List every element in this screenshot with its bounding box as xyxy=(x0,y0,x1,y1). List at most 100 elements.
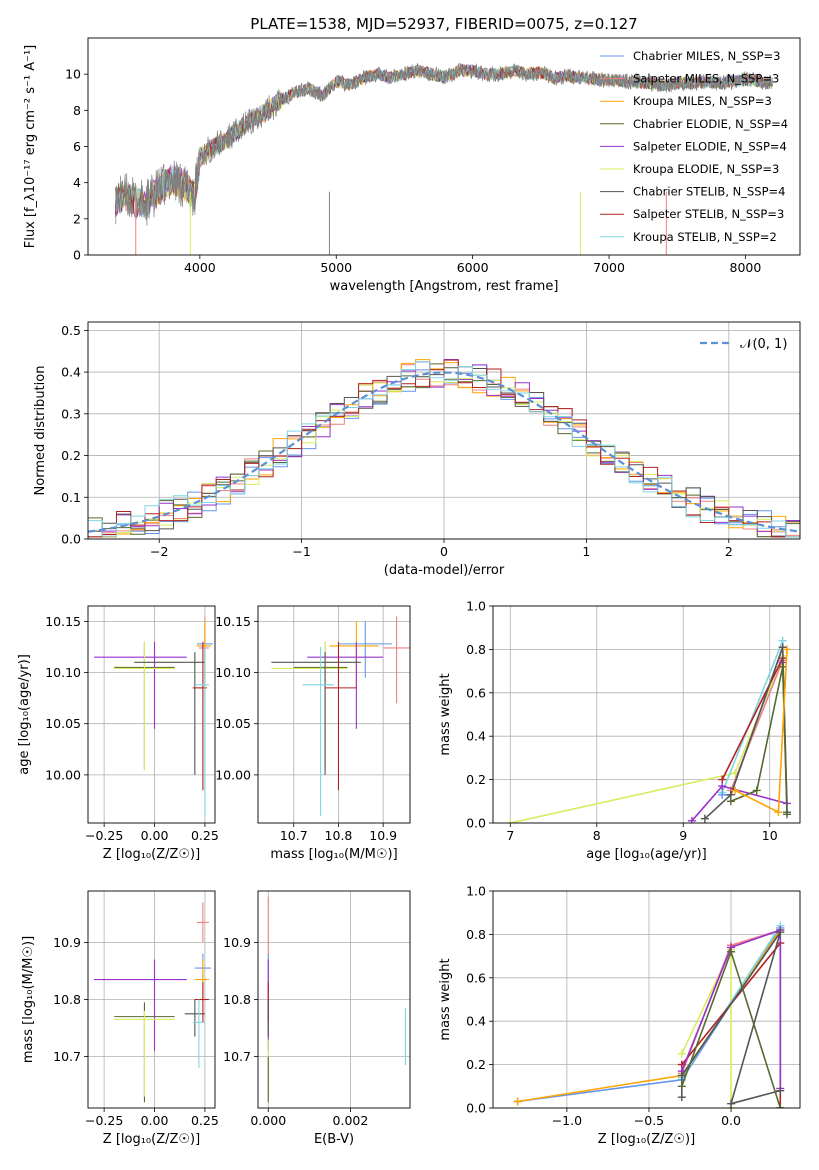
y-tick-label: 10.15 xyxy=(45,614,81,629)
chart-title: PLATE=1538, MJD=52937, FIBERID=0075, z=0… xyxy=(250,15,637,33)
plus-marker xyxy=(718,782,727,791)
y-tick-label: 0.2 xyxy=(466,1057,486,1072)
plus-marker xyxy=(752,786,761,795)
x-tick-label: 1 xyxy=(582,544,590,559)
error-bar-point xyxy=(194,646,209,816)
normal-curve xyxy=(88,371,800,533)
y-axis-label: age [log₁₀(age/yr)] xyxy=(17,654,32,775)
y-tick-label: 0.4 xyxy=(466,1014,486,1029)
error-bar-point xyxy=(134,652,205,775)
error-bar-point xyxy=(194,982,209,1023)
error-bar-point xyxy=(383,616,410,704)
age-vs-mass-axes: 10.7 10.8 10.9 10.00 10.05 10.10 10.15 xyxy=(215,606,410,843)
plus-marker xyxy=(776,928,785,937)
x-tick-label: −0.5 xyxy=(634,1113,664,1128)
y-tick-label: 0 xyxy=(73,248,81,263)
x-axis-label: (data-model)/error xyxy=(384,563,505,578)
plus-marker xyxy=(677,1049,686,1058)
y-tick-label: 0.5 xyxy=(61,323,81,338)
weight-vs-z-axes: −1.0 −0.5 0.0 0.0 0.2 0.4 0.6 0.8 1.0 xyxy=(466,884,800,1128)
plus-marker xyxy=(776,1086,785,1095)
weight-series xyxy=(677,945,736,1108)
legend: 𝒩(0, 1) xyxy=(700,337,787,352)
x-tick-label: 7000 xyxy=(593,260,625,275)
x-axis-label: Z [log₁₀(Z/Z☉)] xyxy=(103,847,200,862)
x-axis-label: E(B-V) xyxy=(314,1132,354,1147)
error-bar-point xyxy=(198,616,209,704)
x-tick-label: −1.0 xyxy=(552,1113,582,1128)
y-tick-label: 10.00 xyxy=(215,767,251,782)
plus-marker xyxy=(513,1097,522,1106)
y-tick-label: 0.2 xyxy=(466,772,486,787)
y-tick-label: 0.6 xyxy=(466,685,486,700)
legend-label: Kroupa MILES, N_SSP=3 xyxy=(633,94,772,108)
observed-spectrum-line xyxy=(114,62,774,226)
x-tick-label: 0.00 xyxy=(141,828,169,843)
x-tick-label: 2 xyxy=(725,544,733,559)
plus-marker xyxy=(677,1082,686,1091)
plus-marker xyxy=(677,1071,686,1080)
y-tick-label: 10.8 xyxy=(53,992,81,1007)
y-tick-label: 0.0 xyxy=(466,816,486,831)
spectrum-traces xyxy=(114,62,774,255)
plus-marker xyxy=(506,819,515,823)
histogram-step xyxy=(88,374,800,538)
error-bar-point xyxy=(325,641,357,791)
x-tick-label: −1 xyxy=(292,544,310,559)
weight-series xyxy=(718,636,787,797)
weight-vs-age-axes: 7 8 9 10 0.0 0.2 0.4 0.6 0.8 1.0 xyxy=(466,599,800,843)
weight-vs-age-lines xyxy=(506,636,792,823)
x-axis-label: Z [log₁₀(Z/Z☉)] xyxy=(103,1132,200,1147)
y-tick-label: 10.7 xyxy=(223,1049,251,1064)
y-tick-label: 10.05 xyxy=(215,716,251,731)
weight-vs-z-frame xyxy=(492,890,801,1109)
legend-label: Kroupa STELIB, N_SSP=2 xyxy=(633,230,777,244)
mass-vs-z-points xyxy=(94,902,211,1103)
legend-label: Chabrier MILES, N_SSP=3 xyxy=(633,49,780,63)
x-tick-label: −0.25 xyxy=(85,828,123,843)
x-tick-label: 8000 xyxy=(730,260,762,275)
plus-marker xyxy=(731,786,740,795)
y-tick-label: 10.10 xyxy=(215,665,251,680)
y-axis-label: Flux [f_λ10⁻¹⁷ erg cm⁻² s⁻¹ A⁻¹] xyxy=(23,45,38,249)
age-vs-mass-frame xyxy=(257,605,411,824)
error-bar-point xyxy=(302,646,334,816)
x-axis-label: wavelength [Angstrom, rest frame] xyxy=(330,279,559,294)
x-tick-label: 9 xyxy=(679,828,687,843)
y-tick-label: 0.6 xyxy=(466,970,486,985)
plus-marker xyxy=(783,810,792,819)
spectrum-axes: 4000 5000 6000 7000 8000 0 2 4 6 8 10 xyxy=(65,67,761,275)
y-tick-label: 10 xyxy=(65,67,81,82)
error-bar-point xyxy=(192,999,205,1069)
plus-marker xyxy=(726,797,735,806)
y-tick-label: 0.8 xyxy=(466,927,486,942)
x-tick-label: 5000 xyxy=(320,260,352,275)
residuals-frame xyxy=(87,321,801,540)
x-tick-label: 8 xyxy=(593,828,601,843)
error-bar-point xyxy=(329,621,379,688)
x-tick-label: 0 xyxy=(440,544,448,559)
weight-line xyxy=(721,640,784,793)
age-vs-z-frame xyxy=(87,605,216,824)
y-tick-label: 0.2 xyxy=(61,448,81,463)
plus-marker xyxy=(727,1099,736,1108)
y-tick-label: 8 xyxy=(73,103,81,118)
y-tick-label: 10.7 xyxy=(53,1049,81,1064)
plus-marker xyxy=(776,1104,785,1108)
x-tick-label: 0.25 xyxy=(191,828,219,843)
plus-marker xyxy=(700,814,709,823)
x-tick-label: 4000 xyxy=(184,260,216,275)
x-tick-label: −2 xyxy=(150,544,168,559)
legend-label: Salpeter MILES, N_SSP=3 xyxy=(633,72,779,86)
legend-label: Chabrier STELIB, N_SSP=4 xyxy=(633,185,785,199)
y-tick-label: 0.4 xyxy=(466,729,486,744)
x-tick-label: 0.002 xyxy=(333,1113,369,1128)
residuals-axes: −2 −1 0 1 2 0.0 0.1 0.2 0.3 0.4 0.5 xyxy=(61,322,800,559)
x-tick-label: 10.8 xyxy=(325,828,353,843)
plus-marker xyxy=(718,790,727,799)
weight-vs-age-frame xyxy=(492,605,801,824)
y-tick-label: 1.0 xyxy=(466,599,486,614)
weight-line xyxy=(721,657,784,780)
x-axis-label: Z [log₁₀(Z/Z☉)] xyxy=(598,1132,695,1147)
y-tick-label: 0.8 xyxy=(466,642,486,657)
